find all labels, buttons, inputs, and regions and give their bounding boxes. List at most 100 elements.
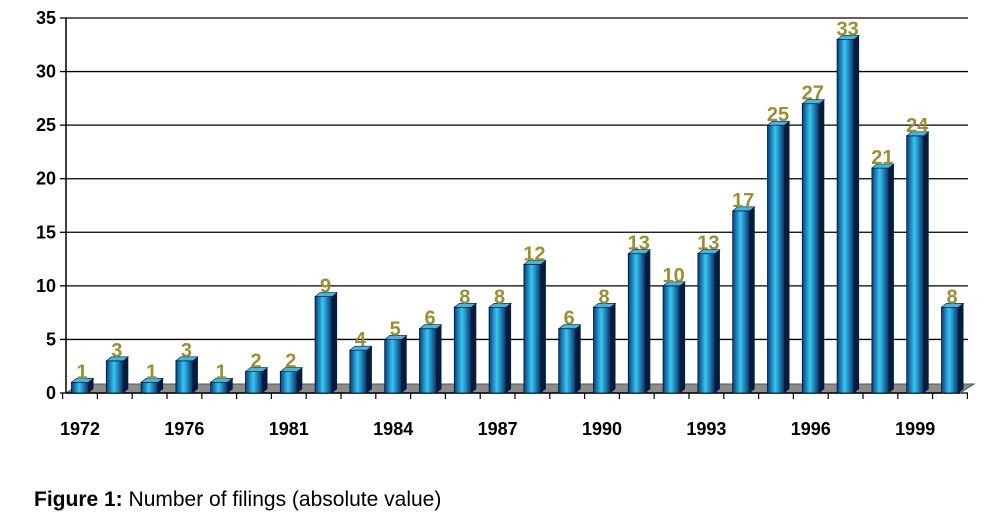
data-label: 5 <box>390 318 401 340</box>
data-label: 27 <box>802 83 824 105</box>
bar-side <box>575 324 581 393</box>
bar-top <box>871 163 895 169</box>
bar-top <box>627 249 652 255</box>
grid-lines <box>66 17 968 394</box>
bar <box>941 306 959 394</box>
bar-side <box>436 324 442 393</box>
x-tick-label: 1996 <box>791 419 831 439</box>
bar-side <box>506 303 512 393</box>
bar-top <box>488 302 512 308</box>
data-label: 24 <box>906 115 929 137</box>
bar-top <box>697 249 721 255</box>
bar-side <box>297 367 303 393</box>
data-label: 33 <box>836 18 858 40</box>
data-label: 3 <box>181 340 192 362</box>
y-tick-label: 10 <box>36 276 56 296</box>
y-tick-label: 20 <box>36 169 56 189</box>
bar-side <box>123 356 129 393</box>
bar-top <box>453 302 478 308</box>
bar-top <box>140 377 164 383</box>
bar <box>871 167 890 394</box>
caption-prefix: Figure 1: <box>34 488 123 511</box>
bar <box>488 306 507 394</box>
bar-side <box>192 356 198 393</box>
bar-top <box>766 120 791 126</box>
bar-top <box>279 367 304 372</box>
bar <box>210 381 229 394</box>
data-label: 3 <box>111 340 122 362</box>
bar-side <box>262 367 268 393</box>
data-label: 2 <box>250 351 261 373</box>
bar-side <box>471 303 477 393</box>
bar-top <box>105 356 130 362</box>
caption-text: Number of filings (absolute value) <box>122 488 442 511</box>
y-tick-label: 25 <box>36 115 56 135</box>
data-label: 13 <box>697 233 719 255</box>
data-label: 12 <box>523 243 545 265</box>
bar-side <box>401 335 407 393</box>
bar-side <box>854 35 860 394</box>
y-tick-label: 5 <box>46 329 56 349</box>
bar <box>279 371 298 394</box>
bar <box>523 264 542 394</box>
data-label: 6 <box>424 308 435 330</box>
bar-top <box>836 35 860 40</box>
bar <box>801 103 820 394</box>
x-tick-label: 1976 <box>164 419 204 439</box>
bar <box>732 210 751 394</box>
x-tick-label: 1972 <box>60 419 100 439</box>
bar-side <box>888 164 894 393</box>
data-label: 2 <box>285 351 296 373</box>
bar-side <box>158 378 164 393</box>
data-label: 8 <box>459 286 470 308</box>
bar <box>627 253 646 394</box>
bars <box>70 35 965 394</box>
bar <box>662 285 681 394</box>
x-tick-label: 1999 <box>895 419 935 439</box>
bar-top <box>592 302 617 308</box>
y-tick-label: 35 <box>36 8 56 28</box>
bar-side <box>366 346 372 393</box>
bar-side <box>923 131 929 393</box>
bar-side <box>958 303 964 393</box>
bar <box>175 360 194 394</box>
bar <box>140 381 159 394</box>
bar-top <box>175 356 199 362</box>
bar-top <box>209 377 234 383</box>
bar-top <box>418 324 443 330</box>
data-label: 21 <box>871 147 893 169</box>
bar-top <box>940 302 965 308</box>
bar-top <box>523 260 547 265</box>
bar <box>105 360 124 394</box>
bar-top <box>662 281 686 287</box>
data-label: 6 <box>564 308 575 330</box>
bar <box>697 253 716 394</box>
bar-side <box>332 292 338 393</box>
bar-top <box>349 345 373 351</box>
data-label: 10 <box>662 265 684 287</box>
y-tick-label: 0 <box>46 383 56 403</box>
x-tick-label: 1984 <box>373 419 413 439</box>
y-tick-label: 15 <box>36 222 56 242</box>
bar-side <box>540 260 546 393</box>
bar-side <box>819 99 825 393</box>
bar-top <box>905 131 930 137</box>
bar-side <box>610 303 616 393</box>
bar <box>314 296 333 394</box>
x-tick-label: 1981 <box>269 419 309 439</box>
data-label: 17 <box>732 190 754 212</box>
figure-caption: Figure 1: Number of filings (absolute va… <box>34 488 441 512</box>
bar-side <box>714 249 720 393</box>
bar <box>767 124 785 394</box>
bar <box>384 339 403 394</box>
data-label: 8 <box>494 286 505 308</box>
bar-top <box>731 206 756 212</box>
bar <box>836 39 855 394</box>
y-tick-label: 30 <box>36 62 56 82</box>
data-label: 8 <box>598 286 609 308</box>
bar <box>558 328 577 394</box>
x-tick-label: 1990 <box>582 419 622 439</box>
bar <box>593 306 611 394</box>
data-label: 1 <box>216 361 227 383</box>
